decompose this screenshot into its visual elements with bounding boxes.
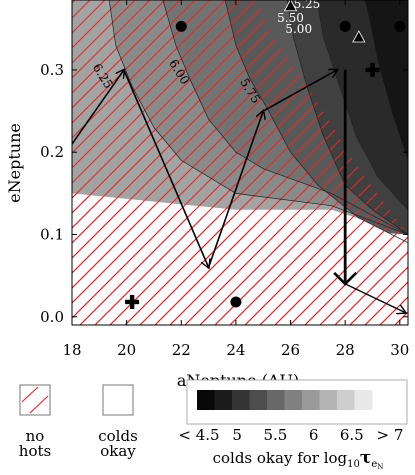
plot-frame — [71, 0, 409, 326]
path-segment — [262, 70, 337, 112]
path-segment — [207, 111, 264, 268]
y-tick-label: 0.1 — [40, 225, 64, 243]
colorbar-cell — [354, 390, 373, 410]
x-tick-label: 20 — [117, 341, 136, 359]
colorbar-tick-label: 6.5 — [340, 426, 364, 444]
contour-line — [162, 0, 408, 235]
marker-circle — [339, 20, 351, 32]
legend-no-hots-swatch — [19, 384, 51, 416]
colorbar-tick-label: < 4.5 — [178, 426, 219, 444]
colorbar-cell — [319, 390, 338, 410]
x-axis: 18 20 22 24 26 28 30 — [62, 0, 409, 359]
colorbar-cell — [232, 390, 250, 410]
plot-area: 6.25 6.005.755.505.255.00 18 20 22 24 26 28 30 … — [5, 0, 409, 390]
contour-label: 5.00 — [285, 22, 312, 36]
colorbar-label-sub1: 10 — [347, 459, 360, 470]
colorbar-label-sub3: N — [377, 463, 383, 471]
colorbar-cell — [302, 390, 320, 410]
colorbar-cell — [197, 390, 215, 410]
x-tick-label: 18 — [62, 341, 81, 359]
colorbar — [197, 390, 373, 410]
marker-circle — [394, 20, 406, 32]
marker-circle — [175, 20, 187, 32]
legend-no-hots-line1: no — [26, 427, 45, 445]
y-tick-label: 0.2 — [40, 143, 64, 161]
path-segment — [72, 70, 124, 145]
colorbar-cell — [214, 390, 233, 410]
contour-line — [224, 0, 408, 244]
neptune-paths — [72, 70, 405, 313]
path-segment-tail — [344, 283, 405, 313]
colorbar-tick-label: 5.5 — [263, 426, 287, 444]
x-tick-label: 26 — [281, 341, 300, 359]
band-5-0 — [364, 0, 408, 161]
legend-colds-okay-swatch — [102, 384, 134, 416]
contour-lines — [108, 0, 408, 244]
colorbar-cell — [249, 390, 268, 410]
contour-labels: 6.25 6.005.755.505.255.00 — [90, 0, 321, 106]
marker-triangle — [352, 30, 366, 43]
contour-label: 5.25 — [294, 0, 321, 11]
colorbar-tick-label: 6 — [309, 426, 319, 444]
colorbar-ticks: < 4.5 5 5.5 6 6.5 > 7 — [178, 426, 403, 444]
x-tick-label: 28 — [336, 341, 355, 359]
y-axis: 0.0 0.1 0.2 0.3 — [40, 61, 408, 326]
legend: no hots colds okay < 4.5 5 5.5 6 6.5 > 7 cold… — [19, 379, 408, 471]
colorbar-cell — [337, 390, 355, 410]
colorbar-label: colds okay for log10τeN — [213, 448, 384, 471]
colorbar-cell — [284, 390, 303, 410]
markers — [125, 0, 406, 309]
colorbar-label-prefix: colds okay for log — [213, 449, 348, 467]
colorbar-tick-label: 5 — [232, 426, 242, 444]
x-tick-label: 30 — [390, 341, 409, 359]
legend-colds-okay-line1: colds — [98, 427, 138, 445]
marker-triangle — [283, 0, 298, 12]
colorbar-cell — [267, 390, 285, 410]
contour-label: 5.50 — [277, 11, 304, 25]
colorbar-label-sub2: e — [371, 459, 377, 470]
y-tick-label: 0.0 — [40, 308, 64, 326]
colorbar-tick-label: > 7 — [377, 426, 404, 444]
marker-circle — [230, 296, 242, 308]
legend-no-hots-line2: hots — [19, 442, 51, 460]
colorbar-label-tau: τ — [360, 448, 371, 468]
no-hots-hatch-region — [72, 0, 408, 325]
contour-line — [286, 0, 408, 235]
path-segment — [123, 69, 209, 267]
y-tick-label: 0.3 — [40, 61, 64, 79]
marker-plus — [125, 294, 140, 309]
marker-plus — [365, 62, 380, 77]
x-tick-label: 22 — [172, 341, 191, 359]
legend-colds-okay-line2: okay — [100, 442, 136, 460]
colds-okay-hatch — [72, 193, 408, 325]
contour-line — [108, 0, 408, 235]
y-axis-title: eNeptune — [5, 123, 24, 203]
contour-line — [316, 0, 408, 211]
x-tick-label: 24 — [226, 341, 245, 359]
